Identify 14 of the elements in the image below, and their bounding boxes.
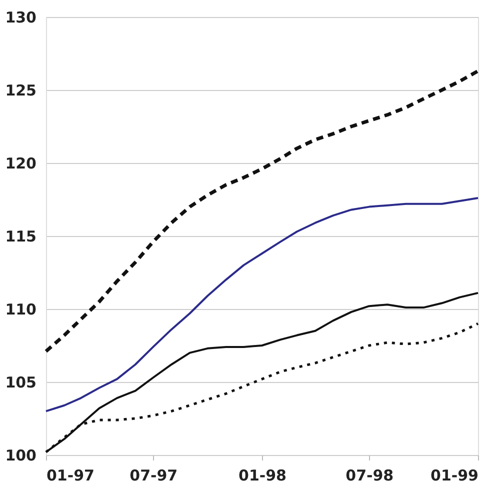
x-tick-label: 07-97: [130, 466, 178, 484]
line-series: [44, 69, 480, 354]
y-tick-label: 110: [5, 300, 36, 318]
y-tick-label: 120: [5, 154, 36, 172]
y-tick-label: 115: [5, 228, 36, 246]
x-tick-label: 01-98: [238, 466, 286, 484]
y-tick-label: 100: [5, 446, 36, 464]
y-tick-label: 125: [5, 82, 36, 100]
x-tick-label: 01-99: [430, 466, 478, 484]
y-tick-label: 105: [5, 374, 36, 392]
x-tick-label: 01-97: [46, 466, 94, 484]
x-tick-label: 07-98: [346, 466, 394, 484]
y-tick-label: 130: [5, 8, 36, 26]
line-series: [45, 197, 479, 412]
